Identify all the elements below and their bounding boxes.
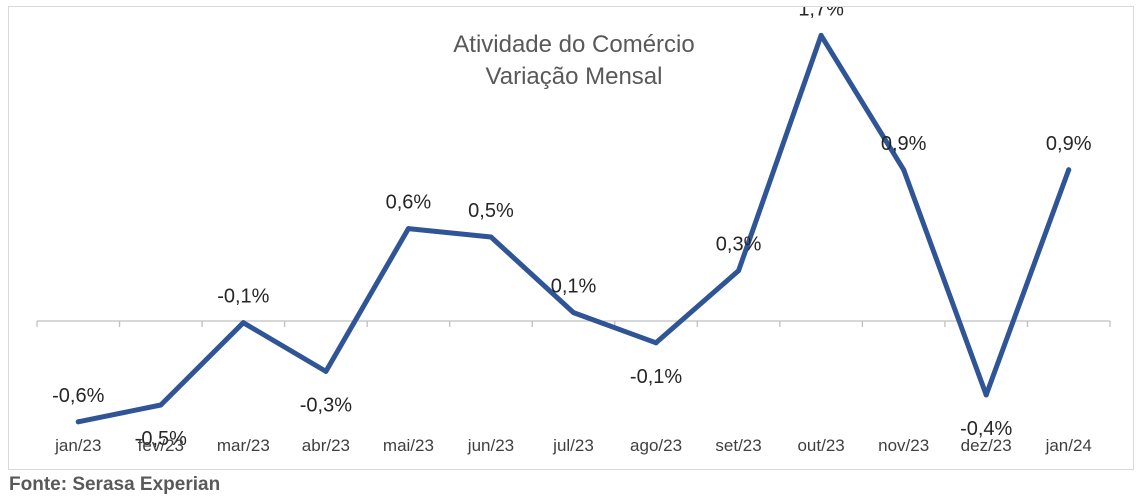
chart-title-line-1: Atividade do Comércio <box>453 31 694 58</box>
data-label-nov-23: 0,9% <box>881 133 927 155</box>
data-label-dez-23: -0,4% <box>960 418 1012 440</box>
x-tick-label-out-23: out/23 <box>797 436 844 455</box>
data-label-set-23: 0,3% <box>716 234 762 256</box>
x-tick-label-abr-23: abr/23 <box>302 436 350 455</box>
data-point-mar-23 <box>240 320 246 326</box>
data-label-mai-23: 0,6% <box>386 192 432 214</box>
data-point-jun-23 <box>488 234 494 240</box>
data-label-mar-23: -0,1% <box>217 286 269 308</box>
data-label-jan-24: 0,9% <box>1046 133 1092 155</box>
x-tick-label-mai-23: mai/23 <box>383 436 434 455</box>
data-label-jan-23: -0,6% <box>52 385 104 407</box>
x-tick-label-jan-24: jan/24 <box>1045 436 1092 455</box>
data-point-jan-23 <box>75 419 81 425</box>
chart: Atividade do Comércio Variação Mensal -0… <box>36 7 1111 455</box>
x-tick-label-dez-23: dez/23 <box>961 436 1012 455</box>
data-point-set-23 <box>736 268 742 274</box>
x-tick-label-jun-23: jun/23 <box>467 436 514 455</box>
data-point-fev-23 <box>158 402 164 408</box>
data-label-abr-23: -0,3% <box>300 394 352 416</box>
x-tick-label-ago-23: ago/23 <box>630 436 682 455</box>
data-point-jul-23 <box>571 310 576 316</box>
data-point-mai-23 <box>405 226 411 232</box>
data-point-out-23 <box>818 32 824 38</box>
data-point-ago-23 <box>653 340 659 346</box>
series-line <box>75 32 1072 425</box>
x-tick-label-set-23: set/23 <box>715 436 761 455</box>
data-label-fev-23: -0,5% <box>135 428 187 450</box>
data-point-dez-23 <box>983 392 989 398</box>
data-point-nov-23 <box>901 167 907 173</box>
x-tick-label-nov-23: nov/23 <box>878 436 929 455</box>
data-label-jul-23: 0,1% <box>551 276 597 298</box>
data-point-abr-23 <box>323 368 329 374</box>
x-tick-label-jul-23: jul/23 <box>552 436 594 455</box>
data-point-jan-24 <box>1066 167 1072 173</box>
x-tick-label-jan-23: jan/23 <box>54 436 101 455</box>
data-label-jun-23: 0,5% <box>468 200 514 222</box>
x-tick-label-mar-23: mar/23 <box>217 436 270 455</box>
chart-frame: Atividade do Comércio Variação Mensal -0… <box>8 6 1134 470</box>
chart-title-line-2: Variação Mensal <box>486 63 663 90</box>
source-note: Fonte: Serasa Experian <box>9 474 221 495</box>
data-label-ago-23: -0,1% <box>630 366 682 388</box>
data-label-out-23: 1,7% <box>798 7 844 20</box>
x-tick-label-fev-23: fev/23 <box>138 436 184 455</box>
